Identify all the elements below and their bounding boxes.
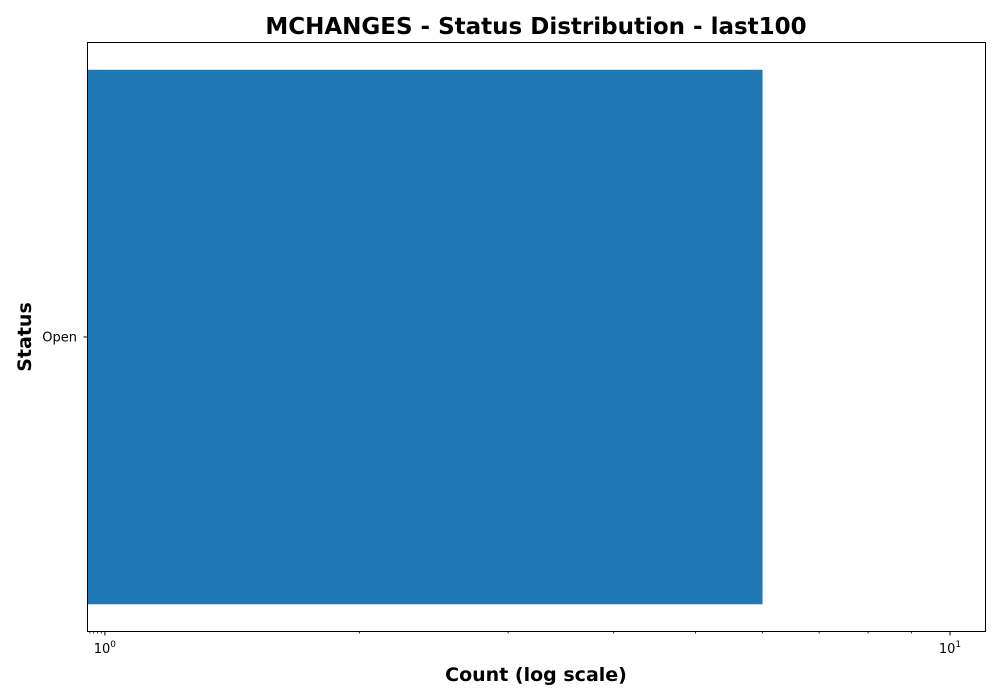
y-axis-ticks: Open bbox=[42, 331, 88, 346]
x-tick-label: 100 bbox=[94, 640, 117, 657]
x-axis-label: Count (log scale) bbox=[445, 664, 627, 686]
plot-area bbox=[88, 69, 763, 605]
x-axis-ticks: 100 101 bbox=[89, 631, 961, 657]
chart-title: MCHANGES - Status Distribution - last100 bbox=[265, 14, 806, 40]
y-tick-label: Open bbox=[42, 331, 77, 346]
y-axis-label: Status bbox=[14, 302, 36, 372]
x-tick-label: 101 bbox=[939, 640, 961, 657]
bar-open bbox=[88, 69, 763, 605]
